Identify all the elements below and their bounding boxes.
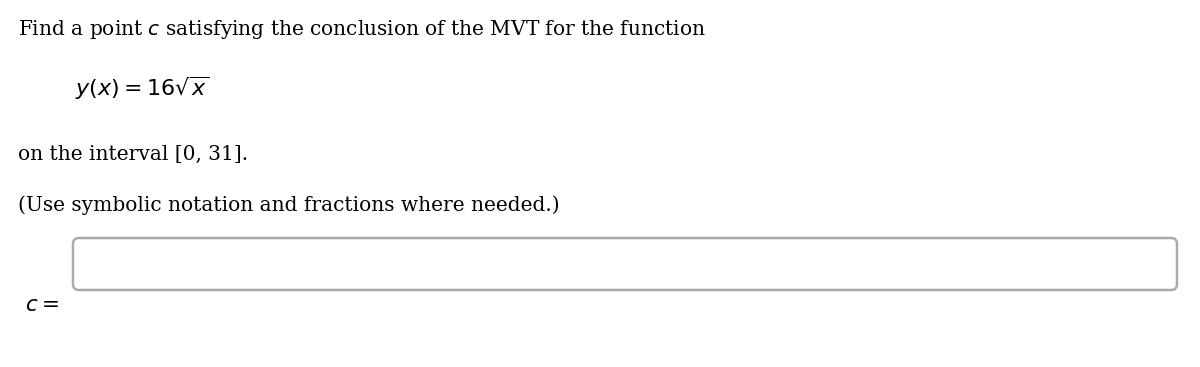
Text: Find a point $c$ satisfying the conclusion of the MVT for the function: Find a point $c$ satisfying the conclusi… — [18, 18, 706, 41]
Text: on the interval [0, 31].: on the interval [0, 31]. — [18, 145, 248, 164]
Text: $y(x) = 16\sqrt{x}$: $y(x) = 16\sqrt{x}$ — [74, 75, 210, 102]
Text: (Use symbolic notation and fractions where needed.): (Use symbolic notation and fractions whe… — [18, 195, 559, 215]
FancyBboxPatch shape — [73, 238, 1177, 290]
Text: $c =$: $c =$ — [25, 294, 59, 316]
